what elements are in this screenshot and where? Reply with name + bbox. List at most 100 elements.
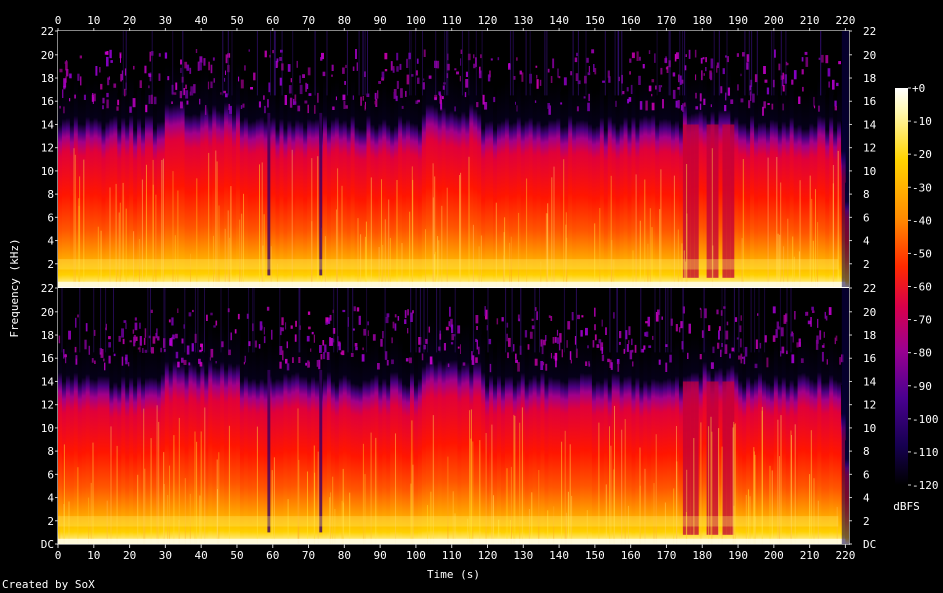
transient-streak: [97, 226, 99, 287]
noise-speck: [325, 321, 328, 325]
noise-speck: [553, 355, 555, 359]
noise-speck: [342, 94, 346, 101]
noise-speck: [125, 322, 127, 330]
spectrogram-column: [235, 324, 241, 544]
violet-spike: [786, 288, 788, 353]
x-tick-label: 20: [123, 549, 136, 562]
spectrogram-column: [667, 82, 672, 287]
transient-streak: [686, 469, 688, 544]
violet-spike: [422, 31, 423, 96]
noise-speck: [394, 323, 397, 331]
transient-streak: [479, 440, 481, 544]
noise-speck: [253, 72, 256, 81]
spectrogram-column: [386, 88, 391, 287]
y-tick-label: 2: [863, 515, 870, 528]
noise-speck: [675, 100, 678, 108]
noise-speck: [344, 81, 346, 85]
noise-speck: [616, 359, 620, 365]
transient-streak: [364, 236, 366, 287]
noise-speck: [672, 89, 676, 99]
transient-streak: [189, 493, 191, 544]
transient-streak: [472, 224, 474, 287]
transient-streak: [63, 444, 65, 544]
noise-speck: [417, 77, 420, 84]
spectrogram-column: [639, 351, 644, 544]
spectrogram-column: [651, 77, 656, 287]
spectrogram-column: [453, 319, 459, 544]
noise-speck: [360, 96, 362, 106]
noise-speck: [531, 325, 535, 330]
transient-streak: [307, 471, 308, 544]
violet-spike: [439, 288, 441, 353]
spectrogram-column: [125, 88, 130, 287]
noise-speck: [406, 58, 409, 68]
transient-streak: [378, 247, 380, 287]
noise-speck: [183, 88, 185, 96]
noise-speck: [703, 308, 707, 319]
noise-speck: [506, 333, 508, 342]
noise-speck: [438, 91, 441, 95]
spectrogram-dip: [682, 381, 688, 535]
noise-speck: [700, 308, 702, 319]
noise-speck: [786, 350, 788, 355]
noise-speck: [139, 80, 142, 88]
violet-spike: [654, 288, 656, 353]
x-tick-label: 30: [159, 14, 172, 27]
noise-speck: [594, 68, 597, 75]
spectrogram-column: [235, 63, 241, 288]
noise-speck: [362, 96, 364, 101]
noise-speck: [805, 57, 809, 67]
spectrogram-column: [342, 83, 348, 288]
noise-speck: [280, 49, 283, 53]
noise-speck: [710, 104, 712, 108]
noise-speck: [113, 83, 117, 88]
noise-speck: [308, 326, 311, 330]
spectrogram-column: [500, 348, 506, 544]
spectrogram-column: [73, 335, 79, 544]
noise-speck: [63, 78, 67, 88]
spectrogram-column: [453, 75, 459, 288]
spectrogram-column: [769, 350, 775, 544]
noise-speck: [69, 98, 71, 102]
transient-streak: [651, 227, 653, 287]
noise-speck: [749, 85, 752, 91]
noise-speck: [95, 66, 98, 76]
noise-speck: [759, 342, 762, 349]
noise-speck: [622, 91, 625, 95]
spectrogram-column: [212, 327, 217, 544]
y-tick-label: 16: [863, 95, 876, 108]
noise-speck: [767, 103, 770, 105]
noise-speck: [210, 312, 213, 316]
noise-speck: [318, 359, 321, 370]
transient-streak: [454, 513, 456, 544]
y-tick-label: 18: [41, 72, 54, 85]
noise-speck: [490, 58, 493, 61]
noise-speck: [284, 95, 287, 105]
transient-streak: [243, 193, 244, 287]
noise-speck: [434, 60, 437, 68]
spectrogram-column: [793, 350, 799, 544]
noise-speck: [133, 65, 135, 70]
transient-streak: [794, 424, 796, 544]
noise-speck: [93, 329, 96, 336]
transient-streak: [59, 515, 61, 544]
spectrogram-dip: [722, 381, 727, 535]
channel-1-spectrogram: [58, 31, 850, 288]
spectrogram-column: [232, 76, 237, 287]
credit-text: Created by SoX: [2, 578, 95, 591]
spectrogram-column: [718, 328, 724, 544]
noise-speck: [681, 341, 684, 350]
noise-speck: [286, 341, 288, 349]
spectrogram-column: [829, 79, 834, 287]
transient-streak: [561, 441, 563, 544]
noise-speck: [790, 333, 793, 337]
x-tick-label: 50: [230, 549, 243, 562]
transient-streak: [742, 159, 744, 287]
noise-speck: [792, 333, 794, 343]
noise-speck: [785, 313, 788, 322]
noise-speck: [139, 346, 141, 353]
noise-speck: [718, 326, 721, 331]
violet-spike: [621, 31, 623, 96]
transient-streak: [162, 158, 164, 287]
